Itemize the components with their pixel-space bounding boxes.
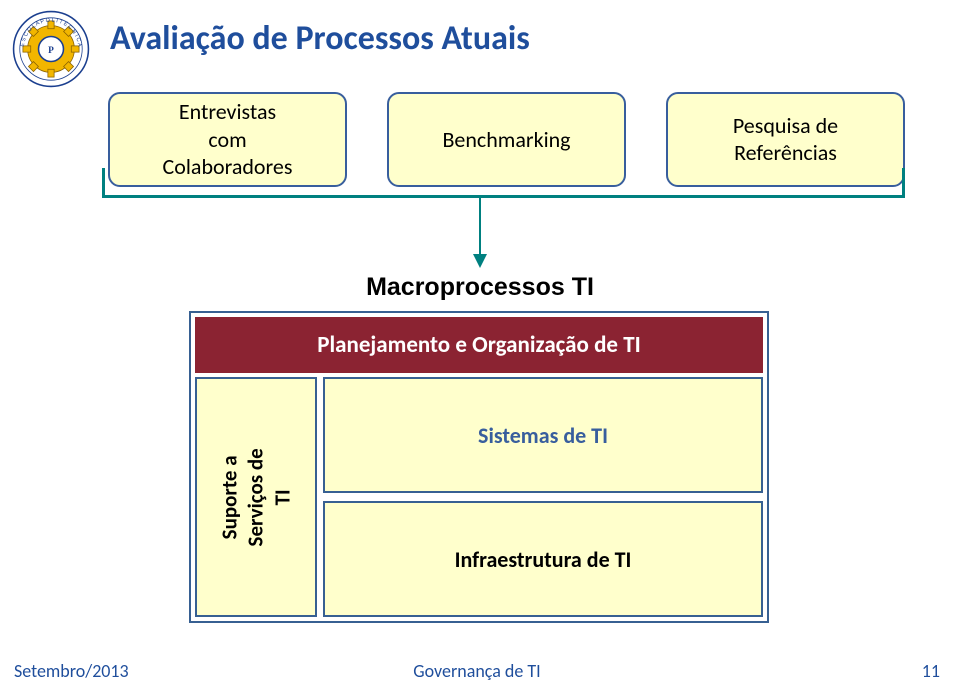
footer-title: Governança de TI	[214, 660, 740, 682]
footer-date: Setembro/2013	[14, 660, 214, 682]
input-label: Benchmarking	[442, 126, 570, 154]
footer: Setembro/2013 Governança de TI 11	[0, 660, 960, 682]
footer-page-number: 11	[740, 660, 940, 682]
svg-text:P: P	[48, 46, 54, 56]
arrow-down	[473, 198, 487, 268]
logo-seal: P E S C O L A P O L I T É C N I C A	[12, 10, 90, 88]
macro-frame: Planejamento e Organização de TI Suporte…	[189, 311, 769, 623]
input-label: Pesquisa de Referências	[733, 112, 838, 167]
sistemas-box: Sistemas de TI	[323, 377, 763, 493]
macro-heading: Macroprocessos TI	[0, 273, 960, 302]
bracket-connector	[102, 168, 905, 198]
support-box: Suporte a Serviços de TI	[195, 377, 317, 617]
support-label: Suporte a Serviços de TI	[217, 438, 296, 556]
infra-box: Infraestrutura de TI	[323, 501, 763, 617]
planning-bar: Planejamento e Organização de TI	[195, 317, 763, 373]
page-title: Avaliação de Processos Atuais	[110, 18, 530, 59]
